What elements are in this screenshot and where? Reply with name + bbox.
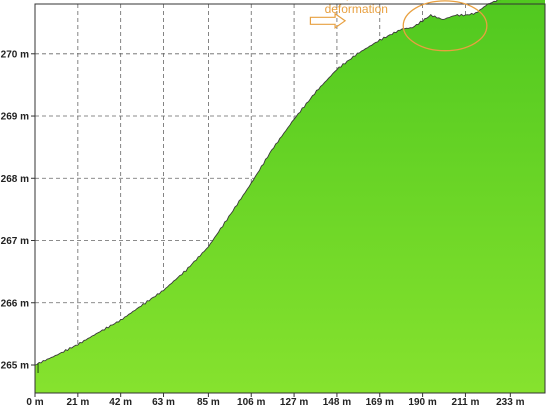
plot-frame (34, 3, 546, 394)
x-tick-label-11: 233 m (496, 397, 524, 408)
annotation-text: Road pavementdeformation (314, 0, 399, 16)
x-tick-label-7: 148 m (323, 397, 351, 408)
annotation-arrow (309, 12, 347, 29)
elevation-area-fill (35, 0, 545, 393)
y-tick-label-0: 265 m (1, 360, 29, 371)
x-tick-label-2: 42 m (109, 397, 132, 408)
x-tick-label-3: 63 m (152, 397, 175, 408)
annotation-line-0: Road pavement (314, 0, 399, 1)
x-tick-label-0: 0 m (26, 397, 43, 408)
elevation-line (34, 0, 501, 366)
x-tick-label-4: 85 m (197, 397, 220, 408)
y-tick-label-4: 269 m (1, 112, 29, 123)
plot-area (34, 0, 545, 393)
x-tick-label-5: 106 m (237, 397, 265, 408)
x-tick-label-1: 21 m (66, 397, 89, 408)
y-tick-label-3: 268 m (1, 174, 29, 185)
x-tick-label-9: 190 m (408, 397, 436, 408)
annotation-group: Road pavementdeformation (309, 0, 488, 52)
x-tick-label-6: 127 m (280, 397, 308, 408)
annotation-line-1: deformation (325, 2, 388, 16)
y-axis-ticks: 265 m 266 m 267 m 268 m 269 m 270 m (1, 49, 35, 371)
y-tick-label-1: 266 m (1, 298, 29, 309)
y-tick-label-5: 270 m (1, 49, 29, 60)
x-axis-ticks: 0 m 21 m 42 m 63 m 85 m 106 m 127 m 148 m 169 m 1… (26, 393, 525, 408)
x-tick-label-10: 211 m (452, 397, 480, 408)
y-tick-label-2: 267 m (1, 236, 29, 247)
annotation-ellipse (402, 0, 488, 52)
plot-border (34, 3, 546, 394)
x-tick-label-8: 169 m (366, 397, 394, 408)
